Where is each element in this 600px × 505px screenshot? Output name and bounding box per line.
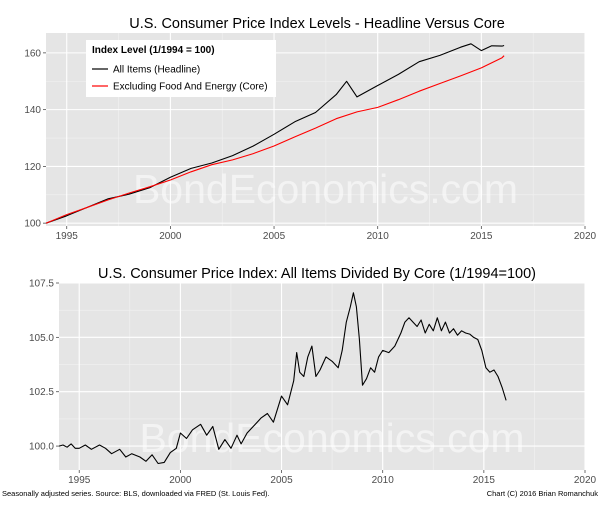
x-tick-label: 1995	[68, 475, 91, 486]
copyright-note: Chart (C) 2016 Brian Romanchuk	[487, 489, 599, 498]
x-tick-label: 2005	[263, 231, 286, 242]
watermark: BondEconomics.com	[133, 166, 518, 212]
x-tick-label: 2010	[367, 231, 390, 242]
legend: Index Level (1/1994 = 100) All Items (He…	[86, 40, 276, 97]
cpi-ratio-ticks: 1995 2000 2005 2010 2015 2020 100.0 102.5 105.0 1…	[29, 279, 597, 487]
cpi-levels-ticks: 1995 2000 2005 2010 2015 2020 100 120 140 160	[24, 48, 596, 242]
legend-label-core: Excluding Food And Energy (Core)	[113, 82, 268, 93]
cpi-ratio-grid	[59, 282, 586, 470]
y-tick-label: 120	[24, 162, 41, 173]
cpi-ratio-plot-area	[59, 283, 585, 470]
cpi-levels-lines	[45, 43, 505, 224]
x-tick-label: 2000	[169, 475, 192, 486]
y-tick-label: 100.0	[29, 442, 54, 453]
cpi-ratio-title: U.S. Consumer Price Index: All Items Div…	[98, 266, 536, 282]
cpi-ratio-lines	[58, 292, 507, 465]
legend-box	[86, 40, 276, 97]
cpi-levels-chart: U.S. Consumer Price Index Levels - Headl…	[24, 16, 596, 242]
y-tick-label: 160	[24, 48, 41, 59]
ratio-series-line-0	[58, 292, 507, 465]
cpi-ratio-chart: U.S. Consumer Price Index: All Items Div…	[29, 266, 597, 486]
x-tick-label: 1995	[56, 231, 79, 242]
x-tick-label: 2015	[473, 475, 496, 486]
x-tick-label: 2000	[159, 231, 182, 242]
levels-series-line-0	[45, 43, 505, 224]
y-tick-label: 100	[24, 219, 41, 230]
y-tick-label: 107.5	[29, 279, 54, 290]
x-tick-label: 2020	[574, 475, 597, 486]
y-tick-label: 102.5	[29, 387, 54, 398]
y-tick-label: 140	[24, 105, 41, 116]
cpi-levels-title: U.S. Consumer Price Index Levels - Headl…	[129, 16, 505, 32]
legend-label-headline: All Items (Headline)	[113, 65, 200, 76]
x-tick-label: 2015	[470, 231, 493, 242]
legend-title: Index Level (1/1994 = 100)	[92, 45, 215, 56]
x-tick-label: 2020	[574, 231, 597, 242]
levels-series-line-1	[45, 55, 505, 224]
y-tick-label: 105.0	[29, 333, 54, 344]
source-note: Seasonally adjusted series. Source: BLS,…	[2, 489, 270, 498]
x-tick-label: 2010	[372, 475, 395, 486]
watermark-2: BondEconomics.com	[139, 415, 524, 461]
x-tick-label: 2005	[270, 475, 293, 486]
